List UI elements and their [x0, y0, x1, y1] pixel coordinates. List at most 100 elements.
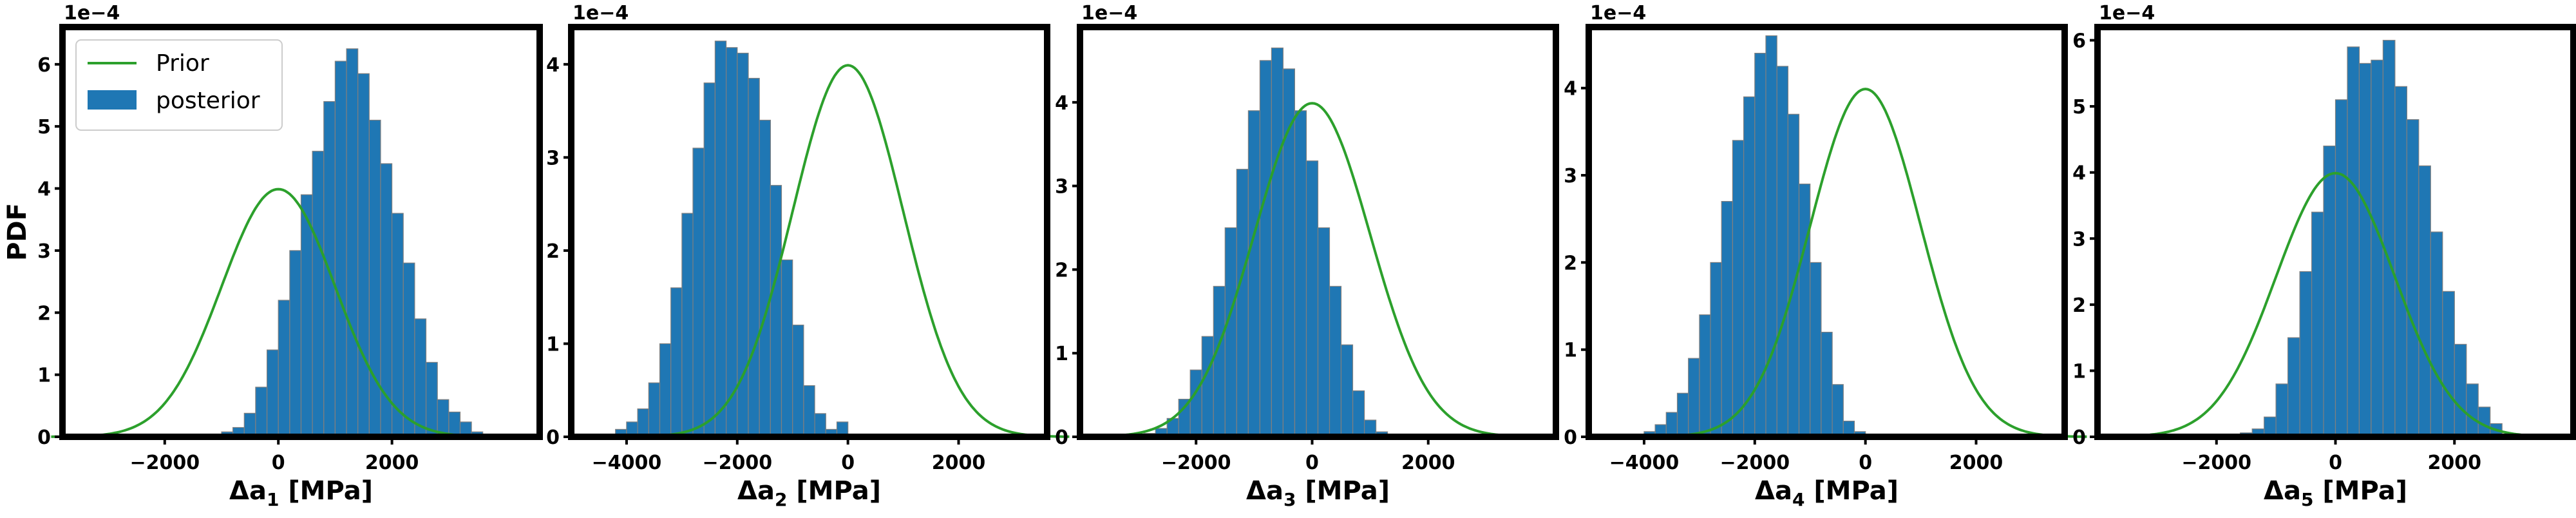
- posterior-bar: [1710, 262, 1722, 437]
- posterior-bar: [357, 73, 370, 437]
- y-tick-label: 4: [546, 54, 560, 77]
- posterior-bar: [681, 213, 694, 437]
- x-tick-label: 0: [272, 452, 285, 474]
- axis-offset-label: 1e−4: [573, 2, 629, 24]
- x-tick-label: 2000: [1949, 452, 2003, 474]
- x-axis-label: Δa5 [MPa]: [2264, 476, 2407, 510]
- axis-offset-label: 1e−4: [1590, 2, 1646, 24]
- y-tick-label: 3: [37, 240, 51, 263]
- posterior-bar: [1832, 384, 1844, 437]
- posterior-bar: [425, 361, 438, 437]
- y-tick-label: 0: [1564, 427, 1577, 449]
- axis-offset-label: 1e−4: [2099, 2, 2155, 24]
- posterior-bar: [1798, 184, 1811, 437]
- posterior-bar: [659, 343, 672, 437]
- y-tick-label: 6: [37, 54, 51, 77]
- posterior-bar: [267, 349, 279, 437]
- x-tick-label: 2000: [365, 452, 419, 474]
- y-tick-label: 6: [2072, 30, 2086, 53]
- posterior-bar: [1247, 110, 1261, 437]
- posterior-bar: [1340, 344, 1354, 437]
- legend: Prior posterior: [75, 39, 283, 131]
- y-tick-label: 1: [2072, 360, 2086, 383]
- y-tick-label: 2: [1564, 252, 1577, 274]
- posterior-bar: [2347, 46, 2360, 437]
- y-tick-label: 3: [546, 147, 560, 169]
- axes-frame: [59, 24, 543, 440]
- posterior-bar: [1189, 369, 1202, 437]
- posterior-bar: [2323, 146, 2336, 437]
- posterior-bar: [2442, 291, 2455, 437]
- posterior-bar: [2466, 383, 2479, 437]
- posterior-bar: [1305, 160, 1319, 437]
- posterior-bar: [402, 262, 415, 437]
- posterior-bar: [300, 194, 313, 437]
- x-tick-label: 2000: [2428, 452, 2482, 474]
- posterior-bar: [648, 382, 661, 437]
- posterior-bar: [737, 52, 749, 437]
- posterior-bar: [2334, 99, 2348, 437]
- x-axis-label: Δa1 [MPa]: [229, 476, 373, 510]
- posterior-bar: [2394, 86, 2407, 437]
- posterior-bar: [1329, 285, 1342, 437]
- posterior-bar: [2358, 62, 2372, 437]
- posterior-bar: [414, 318, 427, 437]
- subplot-3: −2000 0 2000 0 1 2 3 4 1e−4 Δa3 [MPa]: [1055, 2, 1559, 510]
- posterior-bar: [1765, 35, 1777, 437]
- posterior-bar: [2430, 231, 2443, 437]
- x-tick-label: −2000: [702, 452, 772, 474]
- x-tick-label: 0: [1859, 452, 1872, 474]
- x-axis-label: Δa3 [MPa]: [1246, 476, 1390, 510]
- axes-frame: [568, 24, 1050, 440]
- posterior-bar: [1178, 398, 1191, 437]
- y-tick-label: 2: [2072, 294, 2086, 317]
- posterior-bar: [1821, 331, 1833, 437]
- posterior-bar: [334, 61, 347, 437]
- y-tick-label: 1: [1055, 343, 1068, 365]
- posterior-bar: [2299, 271, 2313, 437]
- y-axis-label: PDF: [3, 203, 32, 261]
- posterior-bar: [1699, 314, 1711, 437]
- y-tick-label: 4: [1055, 92, 1068, 115]
- y-tick-label: 1: [37, 365, 51, 387]
- posterior-bar: [670, 287, 683, 437]
- posterior-bar: [2287, 337, 2300, 437]
- y-tick-label: 0: [546, 427, 560, 449]
- x-tick-label: −2000: [2181, 452, 2251, 474]
- posterior-bar: [2371, 59, 2383, 437]
- posterior-bar: [814, 413, 826, 437]
- posterior-bar: [346, 48, 359, 437]
- legend-posterior-label: posterior: [156, 88, 260, 114]
- posterior-bar: [243, 412, 256, 437]
- y-tick-label: 2: [1055, 259, 1068, 282]
- posterior-bar: [703, 82, 715, 437]
- y-tick-label: 5: [2072, 96, 2086, 119]
- posterior-bar: [1271, 47, 1284, 437]
- posterior-bar: [725, 47, 738, 437]
- legend-posterior-swatch: [88, 90, 137, 110]
- y-tick-label: 3: [1564, 165, 1577, 187]
- posterior-bar: [1665, 412, 1678, 437]
- prior-curve: [1080, 102, 1544, 438]
- axis-offset-label: 1e−4: [64, 2, 120, 24]
- posterior-bar: [1236, 169, 1249, 437]
- posterior-bar: [1810, 262, 1822, 437]
- posterior-bar: [1317, 227, 1331, 437]
- posterior-bar: [1282, 68, 1296, 437]
- posterior-bar: [1721, 201, 1733, 437]
- subplot-2: −4000 −2000 0 2000 0 1 2 3 4 1e−4 Δa2 [MPa]: [546, 2, 1070, 510]
- posterior-bar: [2454, 343, 2467, 437]
- posterior-bar: [2418, 165, 2431, 437]
- posterior-bar: [1743, 96, 1756, 437]
- y-tick-label: 0: [37, 427, 51, 449]
- y-tick-label: 5: [37, 116, 51, 139]
- x-axis-label: Δa2 [MPa]: [737, 476, 881, 510]
- x-axis-label: Δa4 [MPa]: [1755, 476, 1899, 510]
- posterior-bar: [1776, 66, 1788, 437]
- posterior-bar: [748, 77, 760, 437]
- posterior-bar: [1688, 358, 1700, 437]
- prior-curve: [626, 64, 1070, 438]
- posterior-bar: [714, 41, 727, 437]
- posterior-bar: [1352, 390, 1365, 437]
- x-tick-label: 0: [2329, 452, 2342, 474]
